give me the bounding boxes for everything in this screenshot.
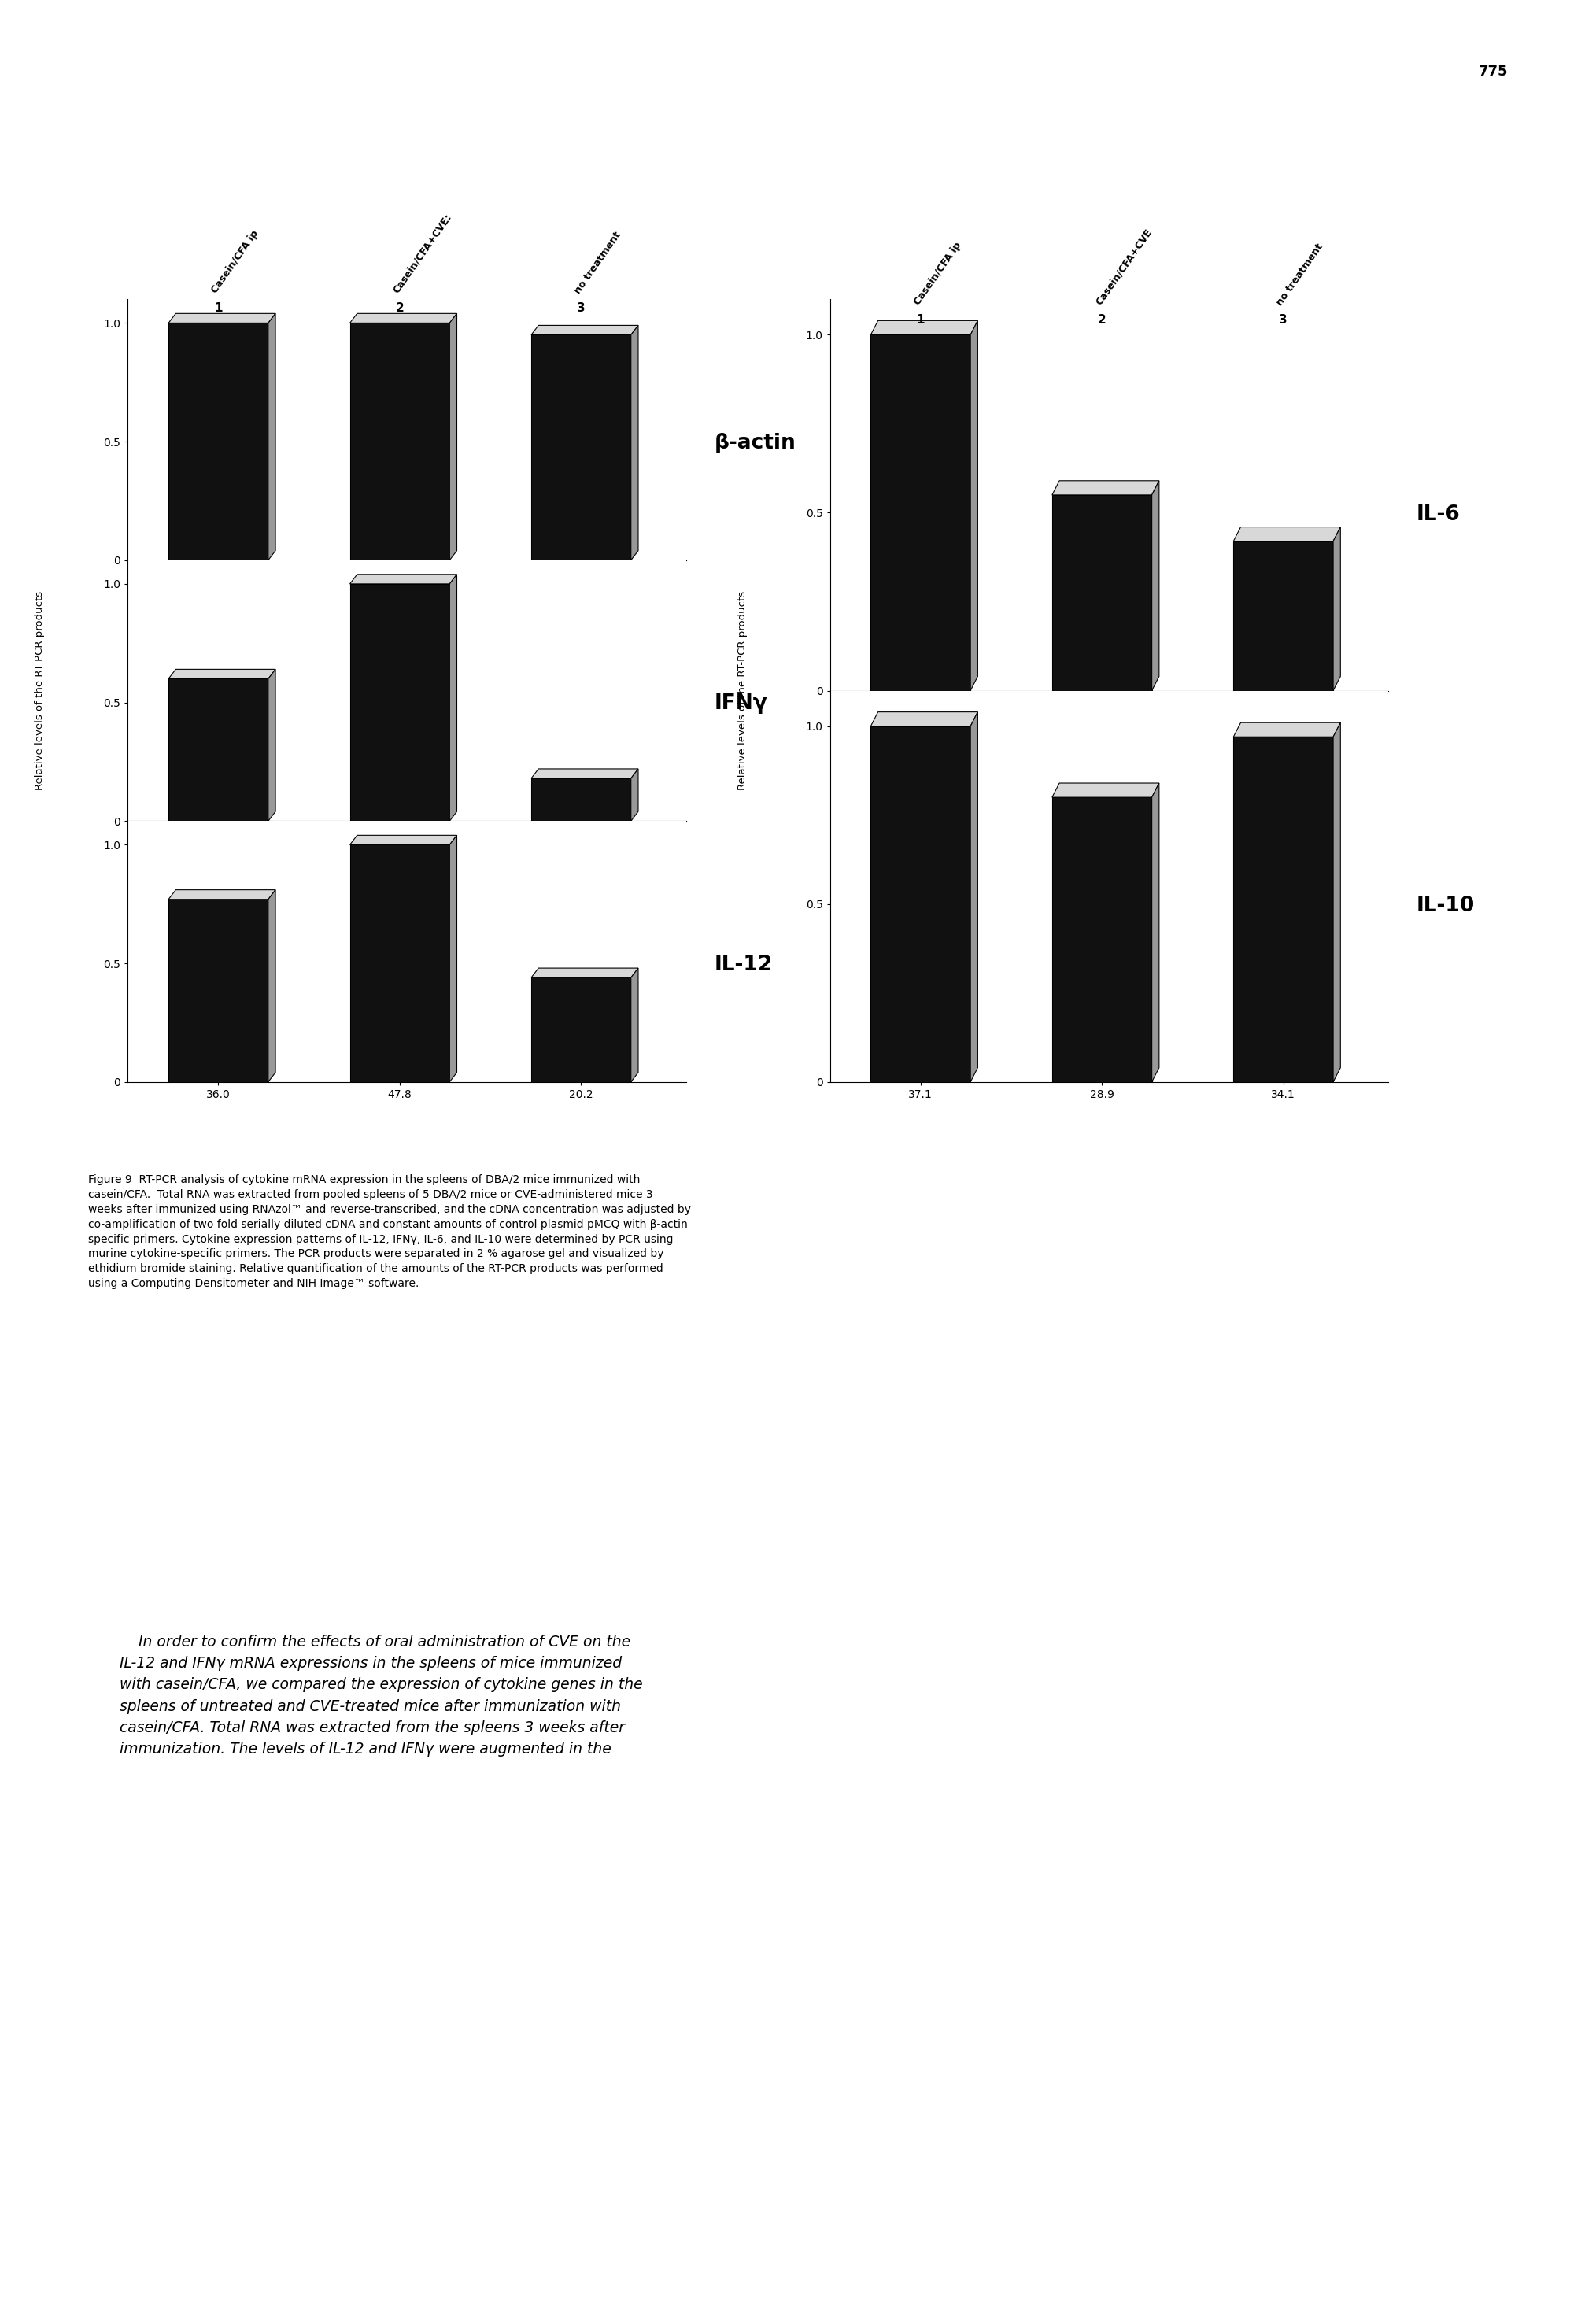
Text: Casein/CFA ip: Casein/CFA ip xyxy=(211,228,262,295)
Polygon shape xyxy=(630,325,638,559)
Bar xyxy=(169,322,268,559)
Polygon shape xyxy=(871,711,978,725)
Polygon shape xyxy=(630,769,638,822)
Text: Relative levels of the RT-PCR products: Relative levels of the RT-PCR products xyxy=(737,592,747,790)
Bar xyxy=(531,334,630,559)
Bar xyxy=(350,845,450,1082)
Text: Figure 9  RT-PCR analysis of cytokine mRNA expression in the spleens of DBA/2 mi: Figure 9 RT-PCR analysis of cytokine mRN… xyxy=(88,1174,691,1289)
Polygon shape xyxy=(350,313,456,322)
Polygon shape xyxy=(268,670,276,822)
Text: 1: 1 xyxy=(214,302,222,313)
Text: 775: 775 xyxy=(1479,64,1508,78)
Text: 2: 2 xyxy=(1098,313,1106,325)
Text: 3: 3 xyxy=(576,302,586,313)
Bar xyxy=(169,679,268,822)
Polygon shape xyxy=(1152,783,1159,1082)
Polygon shape xyxy=(970,320,978,691)
Text: 3: 3 xyxy=(1278,313,1288,325)
Text: IL-12: IL-12 xyxy=(715,955,772,974)
Text: no treatment: no treatment xyxy=(1275,242,1325,306)
Text: no treatment: no treatment xyxy=(573,230,622,295)
Text: IL-6: IL-6 xyxy=(1417,504,1460,525)
Polygon shape xyxy=(970,711,978,1082)
Polygon shape xyxy=(531,325,638,334)
Polygon shape xyxy=(1234,723,1341,737)
Bar xyxy=(169,900,268,1082)
Polygon shape xyxy=(169,891,276,900)
Bar xyxy=(871,334,970,691)
Text: IL-10: IL-10 xyxy=(1417,895,1475,916)
Bar xyxy=(350,322,450,559)
Polygon shape xyxy=(1052,783,1159,796)
Bar xyxy=(1052,796,1152,1082)
Polygon shape xyxy=(1333,527,1341,691)
Text: 2: 2 xyxy=(396,302,404,313)
Polygon shape xyxy=(1234,527,1341,541)
Polygon shape xyxy=(350,576,456,585)
Polygon shape xyxy=(871,320,978,334)
Polygon shape xyxy=(1052,481,1159,495)
Bar xyxy=(1052,495,1152,691)
Polygon shape xyxy=(531,769,638,778)
Bar xyxy=(350,585,450,822)
Bar xyxy=(1234,737,1333,1082)
Polygon shape xyxy=(1152,481,1159,691)
Text: Casein/CFA+CVE: Casein/CFA+CVE xyxy=(1093,228,1154,306)
Polygon shape xyxy=(268,313,276,559)
Text: β-actin: β-actin xyxy=(715,433,796,453)
Polygon shape xyxy=(450,576,456,822)
Bar xyxy=(871,725,970,1082)
Polygon shape xyxy=(350,836,456,845)
Polygon shape xyxy=(531,969,638,978)
Polygon shape xyxy=(268,891,276,1082)
Bar xyxy=(531,978,630,1082)
Text: Casein/CFA+CVE:: Casein/CFA+CVE: xyxy=(391,212,453,295)
Polygon shape xyxy=(450,836,456,1082)
Text: 1: 1 xyxy=(916,313,924,325)
Polygon shape xyxy=(169,670,276,679)
Polygon shape xyxy=(1333,723,1341,1082)
Polygon shape xyxy=(630,969,638,1082)
Text: In order to confirm the effects of oral administration of CVE on the
IL-12 and I: In order to confirm the effects of oral … xyxy=(120,1634,643,1756)
Text: IFNγ: IFNγ xyxy=(715,693,768,714)
Polygon shape xyxy=(169,313,276,322)
Text: Relative levels of the RT-PCR products: Relative levels of the RT-PCR products xyxy=(35,592,45,790)
Bar xyxy=(1234,541,1333,691)
Polygon shape xyxy=(450,313,456,559)
Text: Casein/CFA ip: Casein/CFA ip xyxy=(913,239,964,306)
Bar xyxy=(531,778,630,822)
